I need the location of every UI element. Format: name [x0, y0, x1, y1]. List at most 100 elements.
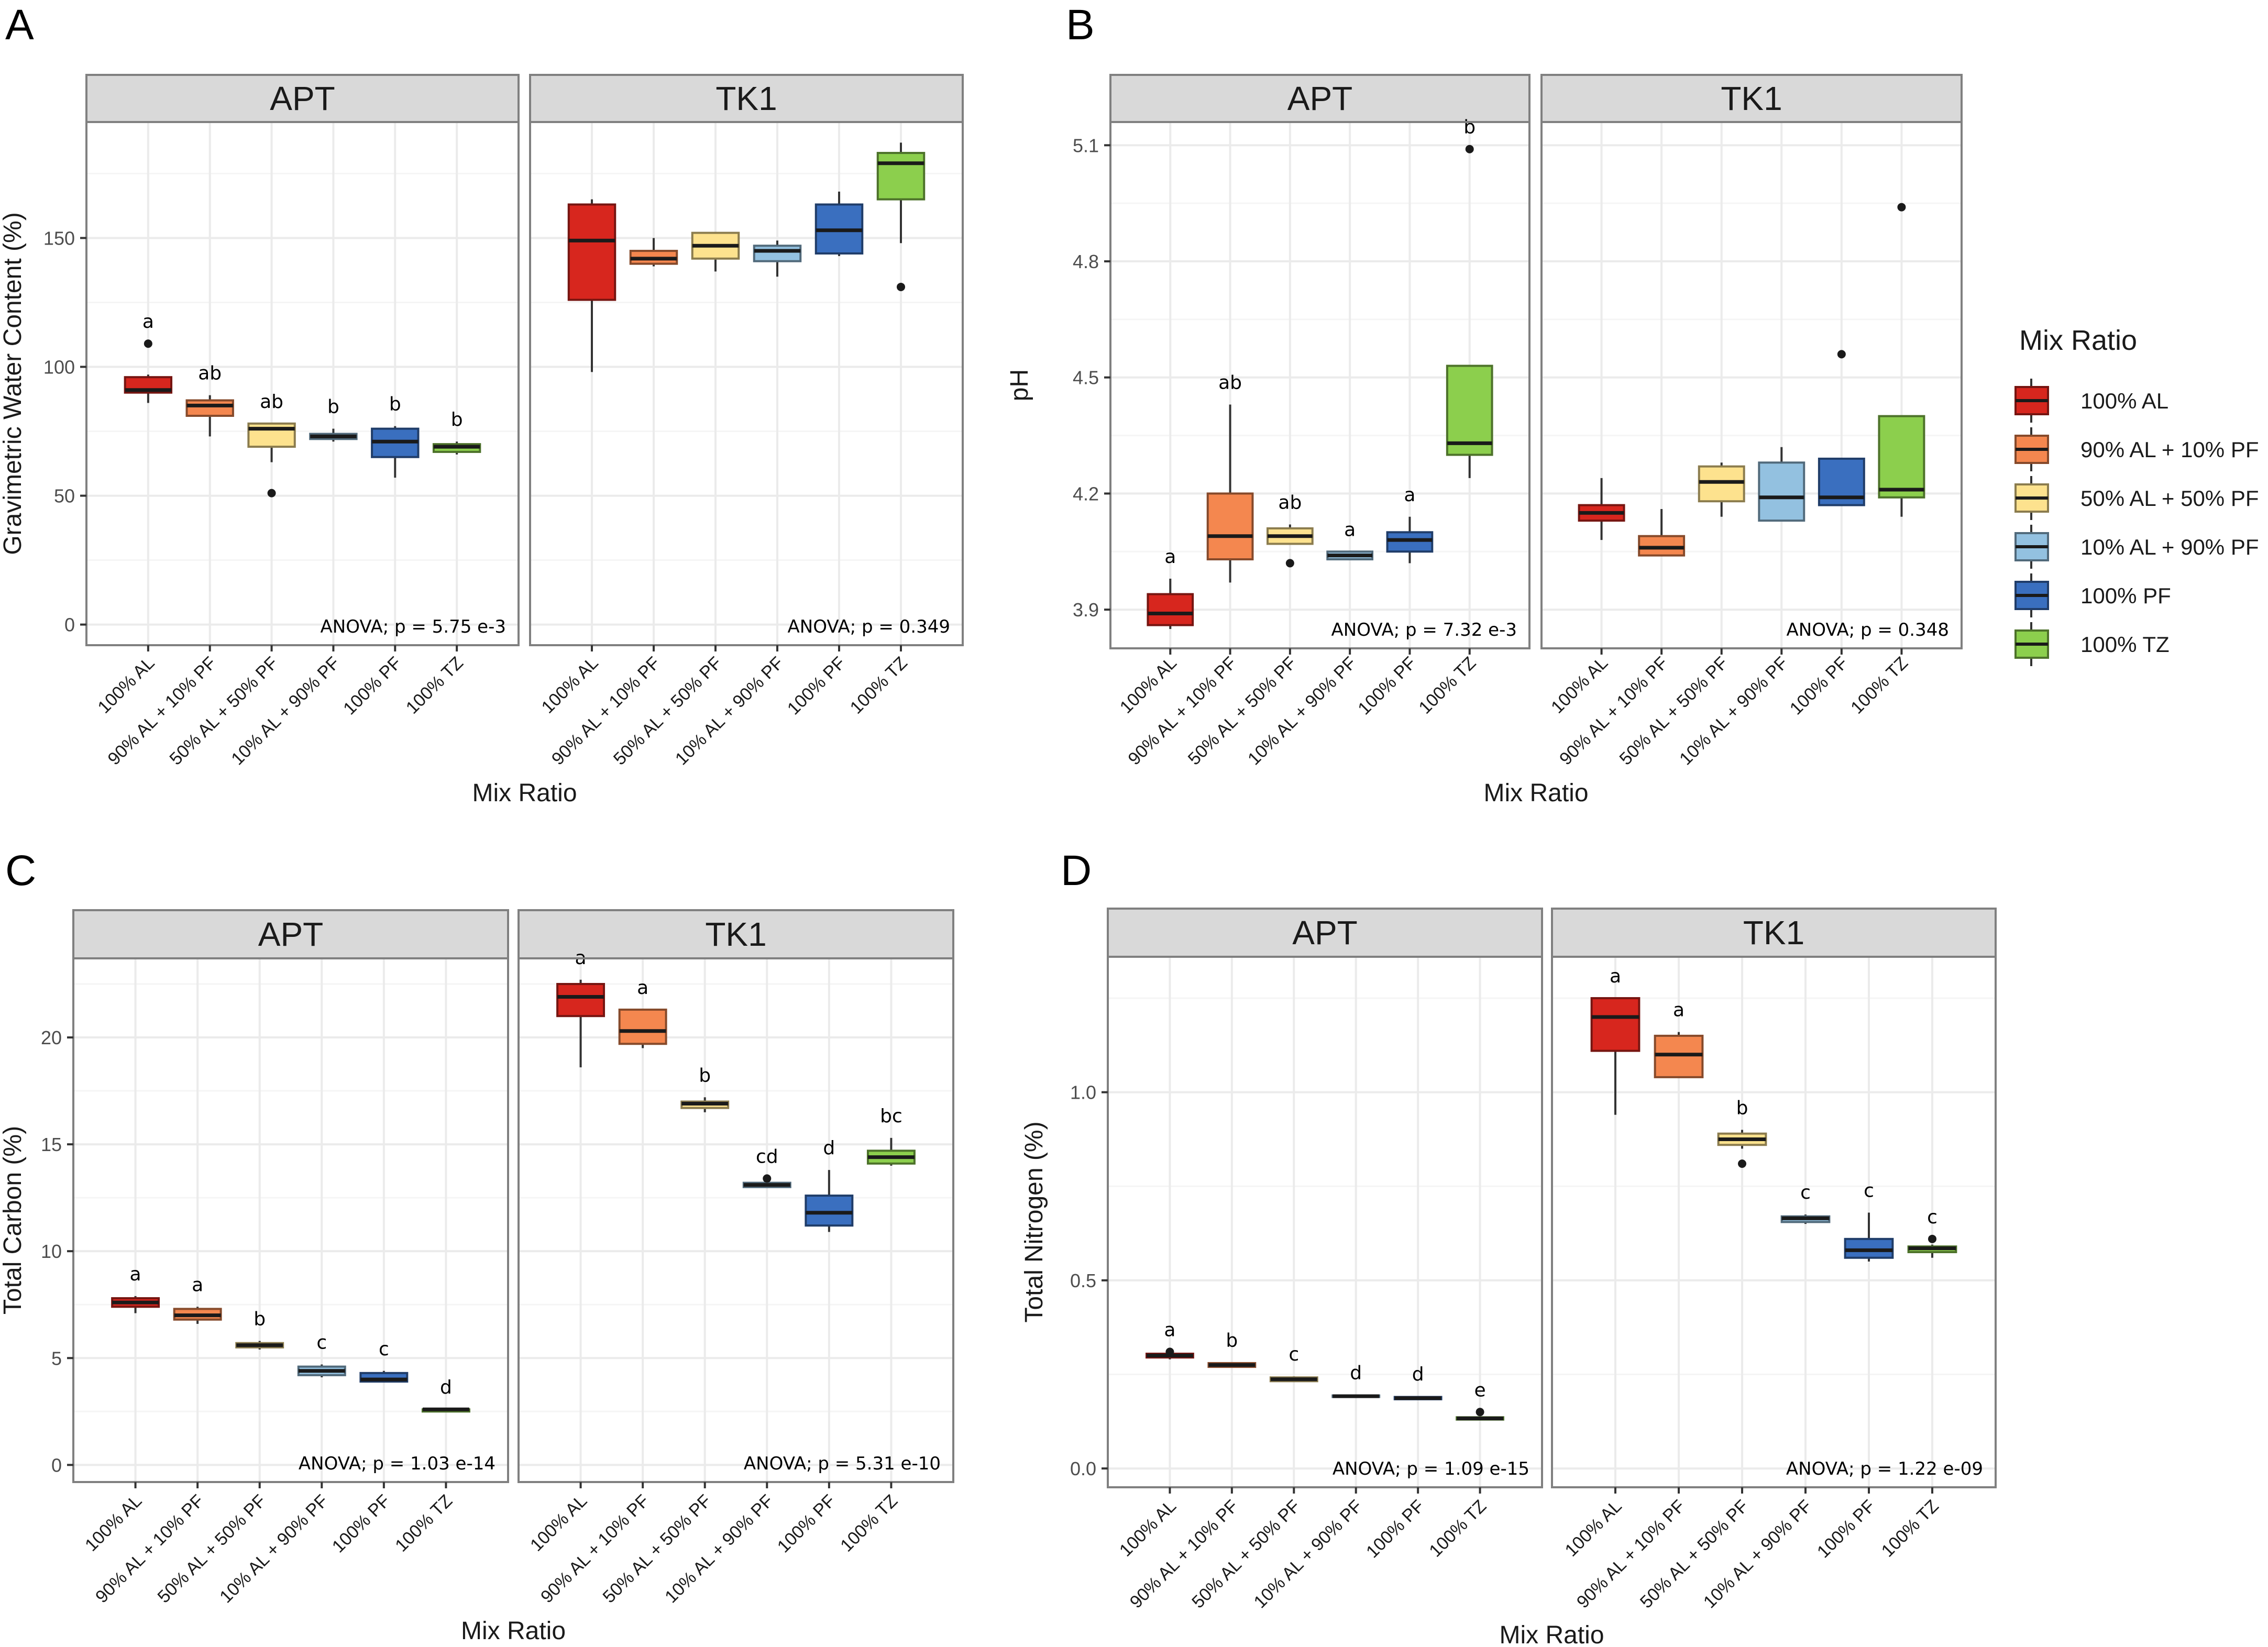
x-tick-label: 100% AL — [81, 1491, 146, 1555]
box-1 — [567, 199, 616, 372]
significance-label: a — [1673, 1000, 1685, 1021]
facet-apt: APT a ab ab b b b ANOVA; p = 5.75 e-3 100% AL90%… — [43, 74, 520, 769]
plot-frame — [1107, 956, 1543, 1488]
panel-letter: D — [1061, 847, 1092, 894]
box-body — [1590, 997, 1641, 1052]
box-body — [1758, 461, 1805, 522]
facet-strip-label: TK1 — [715, 80, 777, 117]
box-2: a — [618, 977, 667, 1048]
x-tick-label: 90% AL + 10% PF — [548, 653, 664, 769]
box-2: ab — [185, 363, 234, 437]
significance-label: ab — [1278, 492, 1302, 514]
x-tick-label: 10% AL + 90% PF — [1676, 653, 1792, 769]
box-body — [876, 152, 926, 201]
box-5: c — [1844, 1180, 1894, 1262]
y-axis-title: Total Nitrogen (%) — [1020, 1121, 1048, 1322]
plot-frame — [1551, 956, 1997, 1488]
box-6: c — [1907, 1207, 1957, 1258]
box-body — [1446, 364, 1493, 456]
y-tick-label: 20 — [41, 1027, 62, 1048]
box-4: b — [309, 396, 358, 442]
x-tick-label: 100% PF — [1362, 1496, 1428, 1562]
significance-label: b — [327, 396, 339, 418]
box-1 — [1578, 478, 1625, 540]
facet-tk1: TK1 a a b c c c ANOVA; p = 1.22 e-09 100% AL90% … — [1551, 908, 1997, 1612]
legend-item: 10% AL + 90% PF — [2014, 525, 2259, 569]
plot-frame — [1540, 121, 1963, 649]
box-4: cd — [742, 1146, 791, 1188]
legend-label: 50% AL + 50% PF — [2080, 486, 2259, 511]
facet-strip-label: APT — [258, 915, 323, 953]
box-body — [1878, 415, 1925, 499]
facet-strip — [1551, 908, 1997, 958]
box-3: ab — [247, 391, 296, 498]
x-tick-label: 10% AL + 90% PF — [1244, 653, 1360, 769]
box-1: a — [1147, 546, 1194, 629]
box-3: c — [1269, 1344, 1318, 1383]
box-2: a — [173, 1274, 222, 1324]
significance-label: a — [1610, 966, 1621, 987]
significance-label: c — [379, 1339, 389, 1360]
x-tick-label: 100% TZ — [391, 1491, 456, 1556]
y-tick-label: 0 — [64, 614, 75, 636]
outlier-point — [897, 282, 905, 291]
facet-strip — [1109, 74, 1531, 123]
anova-text: ANOVA; p = 7.32 e-3 — [1331, 620, 1517, 640]
box-5: d — [805, 1137, 854, 1232]
y-tick-label: 4.2 — [1073, 483, 1099, 504]
plot-background — [530, 122, 963, 645]
box-6: e — [1456, 1379, 1504, 1421]
x-tick-label: 100% TZ — [846, 653, 911, 718]
legend-item: 90% AL + 10% PF — [2014, 427, 2259, 471]
significance-label: a — [130, 1264, 141, 1285]
significance-label: c — [1289, 1344, 1299, 1365]
anova-text: ANOVA; p = 0.349 — [788, 616, 950, 637]
box-body — [805, 1195, 854, 1227]
x-tick-label: 100% TZ — [1425, 1496, 1490, 1561]
significance-label: b — [1226, 1330, 1238, 1351]
y-axis-title: Gravimetric Water Content (%) — [0, 212, 27, 555]
box-6: b — [432, 409, 481, 455]
facet-strip — [85, 74, 520, 123]
y-tick-label: 15 — [41, 1134, 62, 1155]
significance-label: a — [1404, 484, 1415, 506]
legend-title: Mix Ratio — [2019, 325, 2137, 356]
x-tick-label: 100% TZ — [1878, 1496, 1943, 1561]
y-tick-label: 0.5 — [1070, 1270, 1096, 1291]
significance-label: a — [1164, 546, 1176, 568]
box-body — [618, 1008, 667, 1045]
plot-frame — [85, 121, 520, 646]
y-axis-title: pH — [1006, 369, 1033, 401]
x-tick-label: 100% PF — [339, 653, 405, 719]
box-4 — [1758, 447, 1805, 522]
significance-label: c — [1927, 1207, 1937, 1228]
x-axis-title: Mix Ratio — [461, 1617, 566, 1645]
legend-label: 10% AL + 90% PF — [2080, 535, 2259, 559]
box-body — [1386, 531, 1434, 553]
panel-letter: A — [5, 1, 34, 49]
outlier-point — [1476, 1408, 1484, 1417]
x-tick-label: 50% AL + 50% PF — [154, 1491, 270, 1607]
box-4: d — [1331, 1362, 1381, 1398]
y-axis-title: Total Carbon (%) — [0, 1126, 27, 1314]
box-6: d — [421, 1377, 470, 1413]
significance-label: ab — [1218, 372, 1242, 393]
anova-text: ANOVA; p = 5.31 e-10 — [744, 1453, 941, 1474]
significance-label: b — [451, 409, 463, 430]
x-tick-label: 50% AL + 50% PF — [599, 1491, 715, 1607]
box-body — [1654, 1034, 1704, 1078]
box-2: a — [1654, 1000, 1704, 1078]
y-tick-label: 150 — [43, 227, 75, 249]
y-tick-label: 5 — [51, 1347, 62, 1369]
significance-label: a — [637, 977, 648, 999]
anova-text: ANOVA; p = 5.75 e-3 — [321, 616, 506, 637]
outlier-point — [1837, 350, 1846, 359]
x-tick-label: 90% AL + 10% PF — [104, 653, 221, 769]
x-tick-label: 100% PF — [1786, 653, 1852, 719]
box-1: a — [1146, 1319, 1194, 1359]
significance-label: d — [1412, 1364, 1424, 1385]
x-tick-label: 100% TZ — [836, 1491, 901, 1556]
significance-label: a — [192, 1274, 203, 1296]
